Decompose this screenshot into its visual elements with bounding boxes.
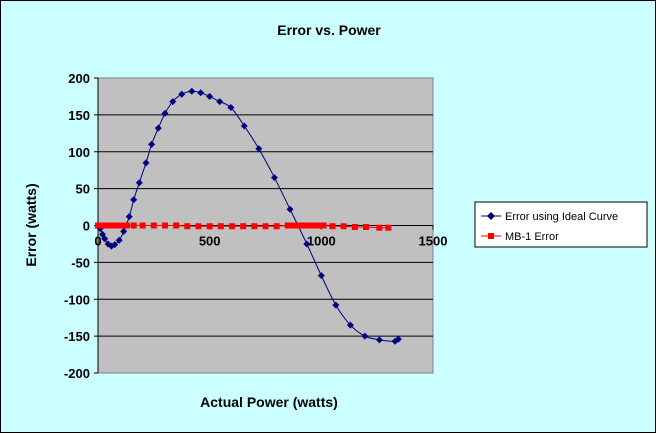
y-axis-ticks: 200 150 100 50 0 -50 -100 -150 -200 <box>64 71 99 381</box>
data-point-square <box>173 222 180 229</box>
data-point-square <box>320 222 327 229</box>
legend-label-ideal: Error using Ideal Curve <box>505 211 618 223</box>
data-point-square <box>262 223 269 230</box>
data-point-diamond <box>375 336 383 344</box>
y-tick-label: 50 <box>76 182 90 197</box>
data-point-square <box>284 222 291 229</box>
data-point-diamond <box>101 235 109 243</box>
y-tick-label: 150 <box>68 108 90 123</box>
data-point-diamond <box>130 196 138 204</box>
data-point-square <box>363 223 369 230</box>
data-point-square <box>293 222 300 229</box>
data-point-diamond <box>148 140 156 148</box>
data-point-diamond <box>227 104 235 111</box>
data-point-square <box>340 223 347 230</box>
data-point-diamond <box>303 240 311 248</box>
data-point-square <box>316 222 323 229</box>
data-point-square <box>195 223 202 230</box>
gridlines <box>98 114 433 337</box>
x-tick-label: 1000 <box>307 234 336 249</box>
data-point-diamond <box>120 227 128 235</box>
data-point-diamond <box>161 109 169 117</box>
x-tick-label: 0 <box>94 234 101 249</box>
data-point-diamond <box>255 145 263 153</box>
x-axis-label: Actual Power (watts) <box>200 394 338 410</box>
y-tick-label: 0 <box>83 219 90 234</box>
data-point-square <box>251 223 258 230</box>
data-point-diamond <box>135 179 143 187</box>
data-point-diamond <box>216 98 224 106</box>
data-point-square <box>329 223 336 230</box>
data-point-diamond <box>346 321 354 329</box>
data-point-diamond <box>240 122 248 130</box>
data-point-square <box>111 222 118 229</box>
data-point-square <box>119 222 126 229</box>
data-point-diamond <box>270 174 278 182</box>
data-point-square <box>124 222 131 229</box>
data-point-square <box>184 223 191 230</box>
data-point-diamond <box>142 159 150 167</box>
data-point-square <box>298 222 305 229</box>
data-point-diamond <box>188 87 196 95</box>
y-tick-label: -50 <box>71 255 90 270</box>
data-point-square <box>289 222 296 229</box>
data-point-square <box>351 223 358 230</box>
legend-marker-mb1 <box>488 233 494 239</box>
data-point-square <box>385 224 392 231</box>
data-point-square <box>307 222 314 229</box>
y-tick-label: -200 <box>64 366 90 381</box>
data-point-diamond <box>361 332 369 340</box>
series-mb1-error <box>95 222 392 231</box>
data-point-square <box>115 222 122 229</box>
y-axis-label: Error (watts) <box>23 183 39 266</box>
data-point-diamond <box>115 236 123 244</box>
x-tick-label: 1500 <box>419 234 448 249</box>
data-point-diamond <box>169 98 177 106</box>
data-point-diamond <box>394 335 402 343</box>
data-point-diamond <box>317 272 325 280</box>
x-tick-label: 500 <box>199 234 221 249</box>
y-tick-label: 200 <box>68 71 90 86</box>
data-point-square <box>273 223 280 230</box>
data-point-square <box>162 222 168 229</box>
data-point-diamond <box>125 213 133 221</box>
data-point-square <box>139 222 146 229</box>
data-point-diamond <box>332 301 340 309</box>
data-point-square <box>302 222 309 229</box>
data-point-square <box>108 222 115 229</box>
legend-box <box>474 201 648 248</box>
data-point-diamond <box>286 205 294 213</box>
data-point-square <box>217 223 224 230</box>
legend: Error using Ideal Curve MB-1 Error <box>474 201 648 248</box>
series-ideal-curve <box>94 87 402 345</box>
y-tick-label: -150 <box>64 329 90 344</box>
data-point-square <box>229 223 235 230</box>
data-point-diamond <box>178 90 186 98</box>
data-point-square <box>206 223 213 230</box>
data-point-diamond <box>154 124 162 132</box>
data-point-diamond <box>197 89 205 97</box>
data-point-diamond <box>206 92 214 100</box>
y-tick-label: -100 <box>64 292 90 307</box>
chart-title: Error vs. Power <box>277 22 381 38</box>
y-tick-label: 100 <box>68 145 90 160</box>
legend-label-mb1: MB-1 Error <box>505 231 559 243</box>
legend-marker-ideal <box>487 212 495 220</box>
data-point-square <box>130 222 137 229</box>
data-point-square <box>376 224 383 231</box>
data-point-square <box>311 222 318 229</box>
data-point-diamond <box>111 241 119 249</box>
data-point-square <box>150 222 157 229</box>
data-point-square <box>240 223 247 230</box>
